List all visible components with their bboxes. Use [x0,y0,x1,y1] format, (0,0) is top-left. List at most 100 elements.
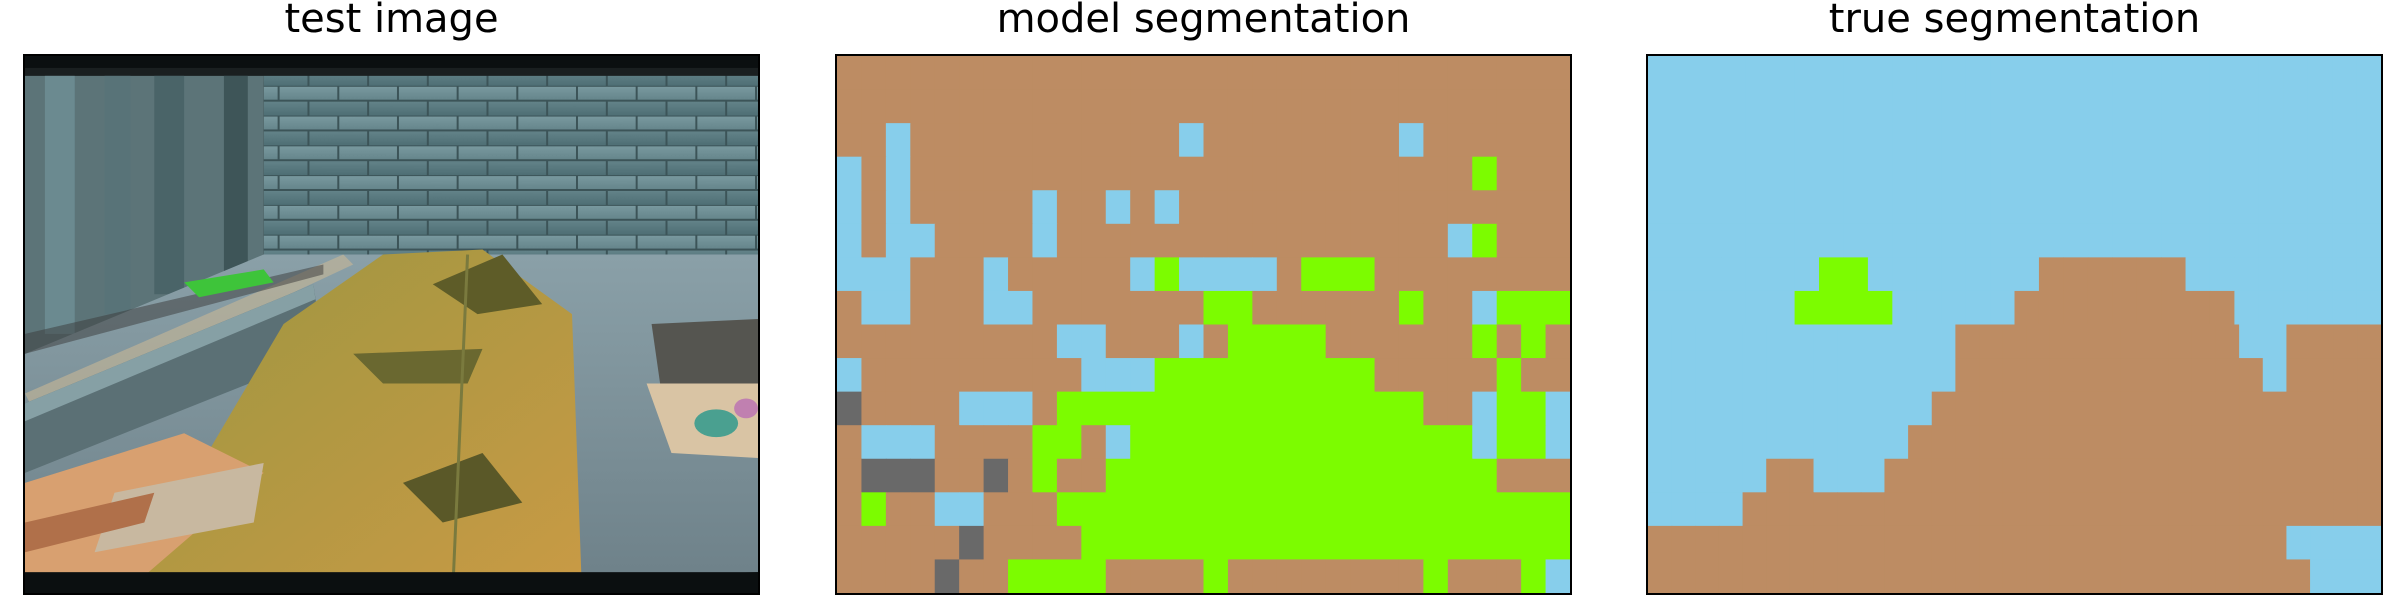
segment-cell [2087,290,2113,326]
segment-cell [2234,123,2260,158]
segment-cell [1648,56,1674,91]
segment-cell [910,156,936,191]
segment-cell [1766,458,1791,493]
segment-cell [2283,123,2309,158]
segment-cell [1696,89,1722,124]
segment-cell [1252,56,1278,91]
segment-cell [983,123,1009,158]
segment-cell [1154,123,1180,158]
segment-cell [837,89,863,124]
segment-cell [1227,290,1253,326]
segment-cell [1521,190,1547,225]
segment-cell [2332,89,2358,124]
segment-cell [983,559,1009,593]
segment-cell [1884,425,1909,460]
segment-cell [959,89,985,124]
segment-cell [2185,89,2211,124]
segment-cell [2049,458,2075,493]
segment-cell [1301,425,1327,460]
segment-cell [1860,492,1886,527]
segment-cell [1472,458,1498,493]
segment-cell [1884,559,1909,593]
segment-cell [1203,290,1229,326]
segment-cell [934,257,960,292]
model-segmentation-panel [835,54,1572,595]
segment-cell [2144,324,2169,359]
segment-cell [1350,123,1376,158]
segment-cell [1056,391,1082,426]
segment-cell [1276,223,1302,258]
segment-cell [1813,358,1838,393]
segment-cell [1496,425,1522,460]
segment-cell [910,257,936,292]
model-segmentation-map [837,56,1570,593]
segment-cell [1032,458,1058,493]
segment-cell [1916,156,1942,191]
segment-cell [1884,492,1909,527]
segment-cell [1770,89,1796,124]
segment-cell [2026,559,2051,593]
segment-cell [1154,559,1180,593]
segment-cell [2038,290,2064,326]
segment-cell [1837,458,1862,493]
segment-cell [2215,324,2240,359]
segment-cell [2215,458,2240,493]
segment-cell [861,156,887,191]
segment-cell [1931,525,1956,561]
segment-cell [1742,458,1767,493]
segment-cell [1130,123,1156,158]
segment-cell [1648,559,1673,593]
segment-cell [2234,290,2260,326]
segment-cell [1179,458,1205,493]
segment-cell [2191,425,2217,460]
segment-cell [1325,324,1351,359]
segment-cell [910,358,936,393]
segment-cell [1423,358,1449,393]
segment-cell [2332,223,2358,258]
segment-cell [983,492,1009,527]
segment-cell [2002,358,2027,393]
segment-cell [959,425,985,460]
segment-cell [1941,123,1967,158]
segment-cell [1008,358,1034,393]
segment-cell [1794,223,1820,258]
side-boxes [646,319,758,459]
segment-cell [1105,324,1131,359]
segment-cell [1179,123,1205,158]
segment-cell [1721,223,1747,258]
segment-cell [1203,525,1229,561]
segment-cell [959,190,985,225]
segment-cell [2333,391,2358,426]
segment-cell [2063,257,2089,292]
segment-cell [1884,391,1909,426]
segment-cell [1130,290,1156,326]
segment-cell [861,190,887,225]
segment-cell [1990,56,2016,91]
segment-cell [1979,425,2004,460]
segment-cell [1350,89,1376,124]
segment-cell [1941,290,1967,326]
segment-cell [1227,559,1253,593]
segment-cell [2283,223,2309,258]
segment-cell [1472,257,1498,292]
segment-cell [2087,89,2113,124]
segment-cell [2161,123,2187,158]
segment-cell [1671,358,1696,393]
segment-cell [1745,123,1771,158]
segment-cell [1447,391,1473,426]
segment-cell [1179,425,1205,460]
segment-cell [1843,156,1869,191]
segment-cell [1908,458,1933,493]
segment-cell [885,123,911,158]
segment-cell [2168,525,2193,561]
segment-cell [1325,123,1351,158]
segment-cell [1908,391,1933,426]
segment-cell [2038,223,2064,258]
segment-cell [2356,56,2381,91]
segment-cell [1227,458,1253,493]
segment-cell [1374,425,1400,460]
segment-cell [1742,324,1767,359]
segment-cell [1813,391,1838,426]
segment-cell [1325,156,1351,191]
segment-cell [1671,425,1696,460]
